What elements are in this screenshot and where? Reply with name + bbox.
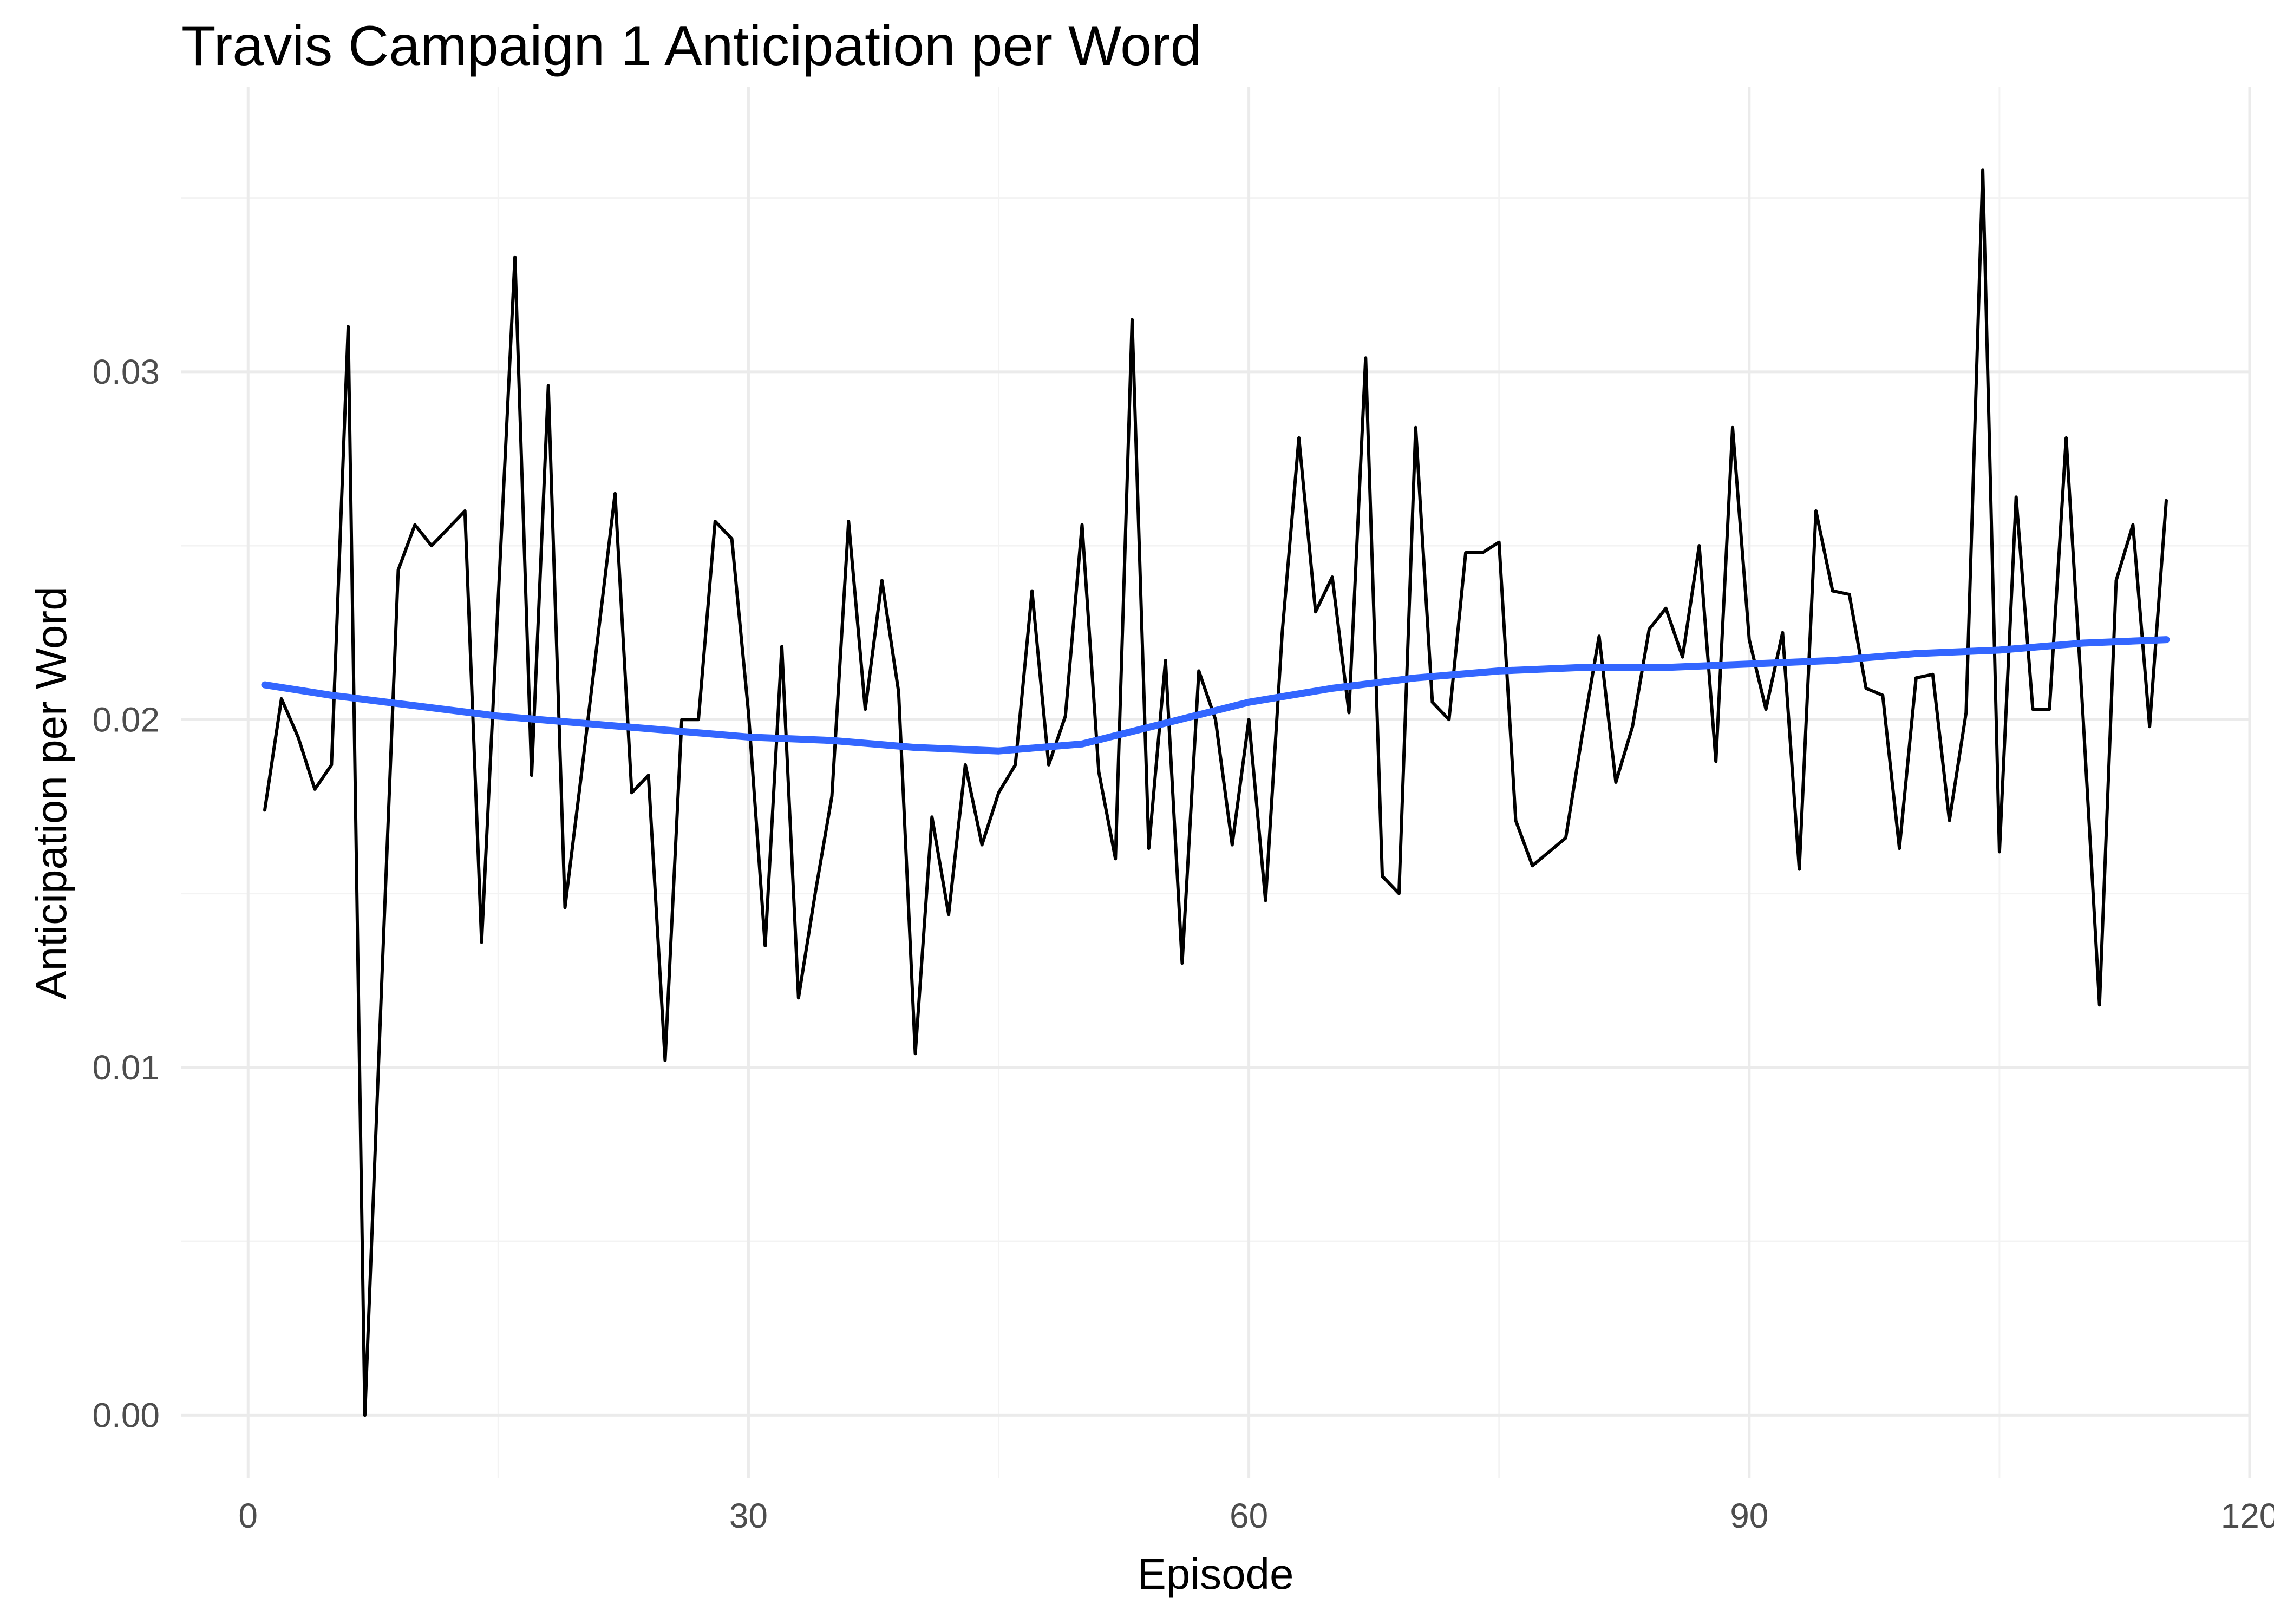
y-tick-label: 0.03 [92, 352, 160, 391]
major-gridlines [181, 87, 2251, 1478]
y-axis-title: Anticipation per Word [27, 586, 75, 999]
series-layer [261, 168, 2170, 1417]
x-tick-label: 60 [1230, 1496, 1268, 1535]
tick-labels: 0 30 60 90 120 0.00 0.01 0.02 0.03 [92, 352, 2274, 1535]
minor-gridlines [181, 87, 2250, 1478]
anticipation-line [263, 168, 2168, 1417]
x-tick-label: 0 [238, 1496, 258, 1535]
x-tick-label: 30 [729, 1496, 768, 1535]
smooth-trend-line [261, 636, 2170, 755]
x-tick-label: 120 [2221, 1496, 2274, 1535]
y-tick-label: 0.02 [92, 700, 160, 739]
x-axis-title: Episode [1137, 1550, 1293, 1598]
y-tick-label: 0.01 [92, 1048, 160, 1087]
chart-title: Travis Campaign 1 Anticipation per Word [181, 15, 1201, 77]
x-tick-label: 90 [1730, 1496, 1768, 1535]
y-tick-label: 0.00 [92, 1396, 160, 1435]
